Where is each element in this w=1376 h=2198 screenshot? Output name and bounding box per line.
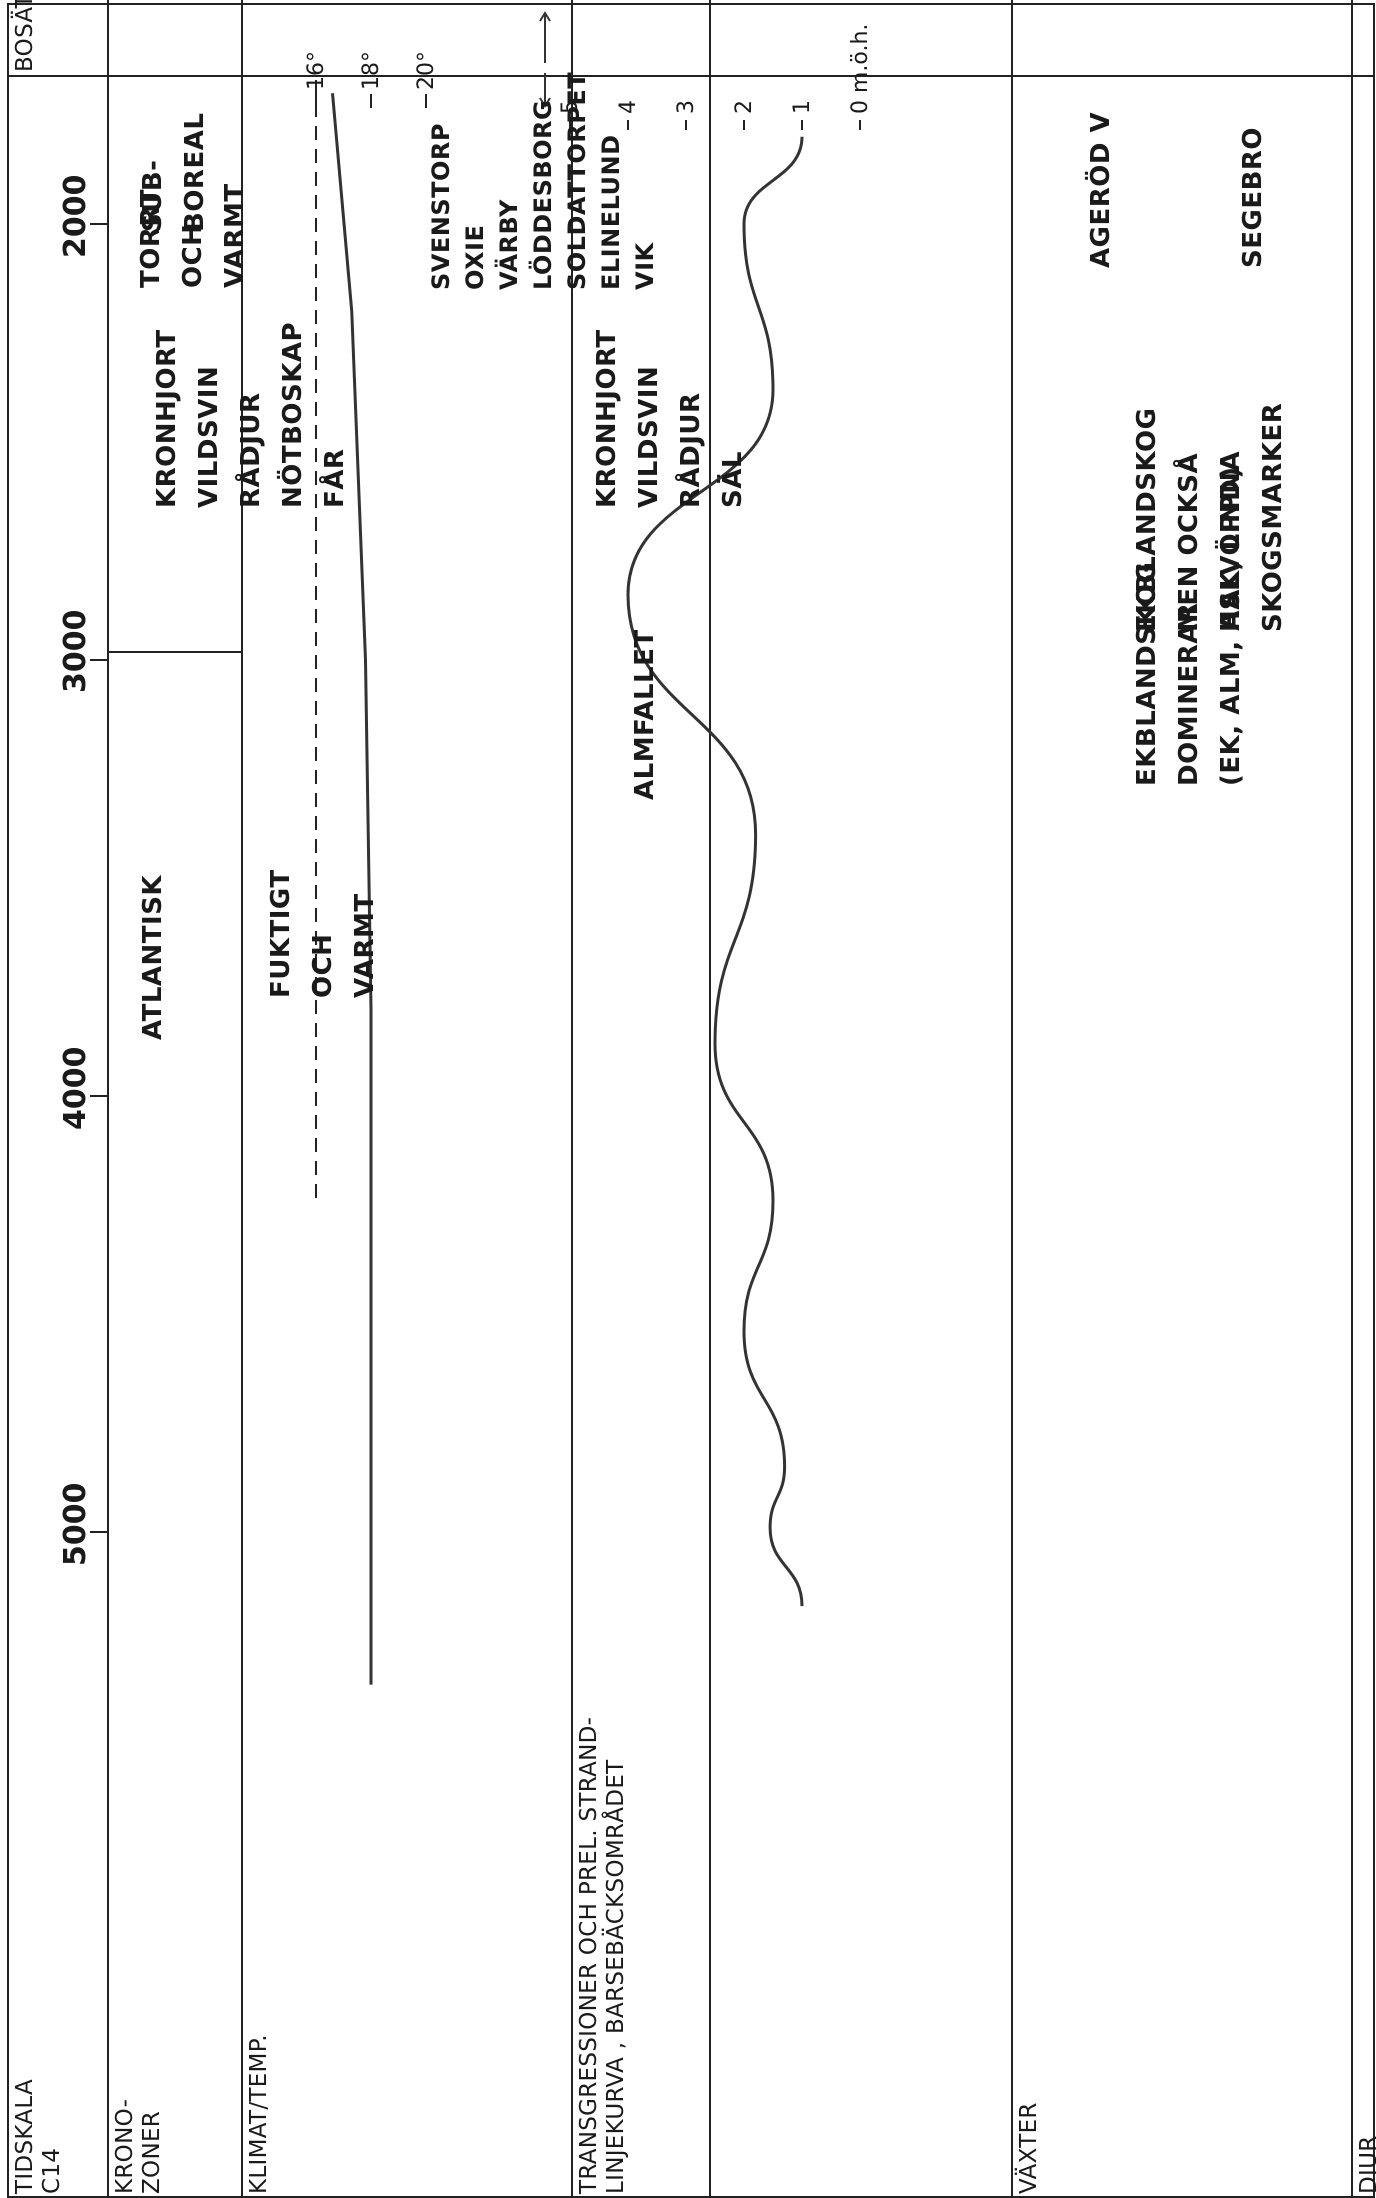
header-kronozoner: KRONO- ZONER <box>112 2098 165 2194</box>
depth-tick-label: 0 m.ö.h. <box>848 24 873 114</box>
header-bosattning: BOSÄTTNING <box>12 0 39 72</box>
header-transgressioner: TRANSGRESSIONER OCH PREL. STRAND- LINJEKU… <box>576 1716 629 2194</box>
temp-tick-label: 20° <box>414 51 439 90</box>
time-label-4000: 4000 <box>58 1046 93 1131</box>
djur-group2: KRONHJORT VILDSVIN RÅDJUR SÄL <box>592 329 748 508</box>
klimat-fuktigt: FUKTIGT OCH VARMT <box>266 869 380 998</box>
temp-tick-label: 16° <box>304 51 329 90</box>
header-klimat: KLIMAT/TEMP. <box>246 2034 272 2194</box>
depth-tick-label: 3 <box>674 100 699 114</box>
header-djur: DJUR <box>1356 2135 1376 2194</box>
temp-tick-label: 18° <box>359 51 384 90</box>
bosattning-group1: SVENSTORP OXIE VÄRBY LÖDDESBORG SOLDATTORPET… <box>427 71 659 290</box>
depth-tick-label: 5 <box>558 100 583 114</box>
depth-tick-label: 1 <box>790 100 815 114</box>
vaxter-group2: EKBLANDSKOG DOMINERAR (EK, ALM, ASK, LIND) <box>1132 466 1246 786</box>
bosattning-segebro: SEGEBRO <box>1238 126 1268 268</box>
time-label-5000: 5000 <box>58 1482 93 1567</box>
vaxter-almfallet: ALMFALLET <box>630 629 660 800</box>
depth-tick-label: 2 <box>732 100 757 114</box>
krono-atlantisk: ATLANTISK <box>138 874 168 1040</box>
left-right-arrow <box>539 11 551 108</box>
time-label-2000: 2000 <box>58 174 93 259</box>
bosattning-agerod: AGERÖD V <box>1086 111 1116 268</box>
temperature-curve <box>331 93 373 1685</box>
header-vaxter: VÄXTER <box>1016 2102 1042 2194</box>
djur-group1: KRONHJORT VILDSVIN RÅDJUR NÖTBOSKAP FÅR <box>152 321 350 508</box>
header-tidskala: TIDSKALA C14 <box>12 2078 65 2194</box>
shoreline-curve <box>626 136 804 1607</box>
klimat-torrt: TORRT OCH VARMT <box>136 183 250 288</box>
time-label-3000: 3000 <box>58 609 93 694</box>
depth-tick-label: 4 <box>616 100 641 114</box>
